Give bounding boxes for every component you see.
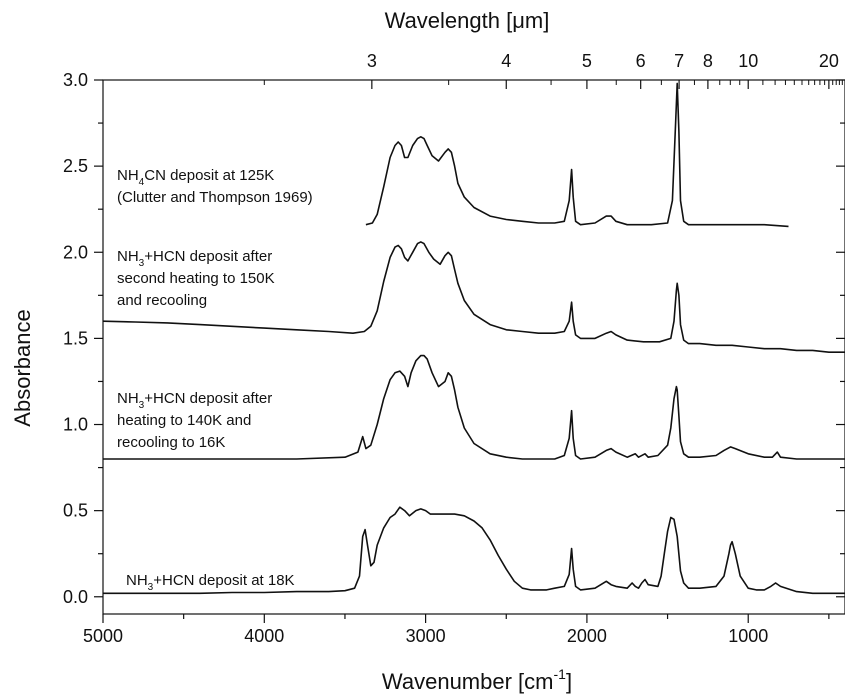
series-annotation-line: NH4CN deposit at 125K bbox=[117, 167, 274, 188]
top-axis-title-mu: μ bbox=[512, 8, 525, 33]
x-tick-label: 1000 bbox=[728, 626, 768, 646]
top-axis-title-main: Wavelength [ bbox=[385, 8, 513, 33]
x-axis-title: Wavenumber [cm-1] bbox=[382, 666, 572, 694]
top-tick-label: 5 bbox=[582, 51, 592, 71]
series-annotation-line: NH3+HCN deposit after bbox=[117, 390, 272, 411]
x-tick-label: 2000 bbox=[567, 626, 607, 646]
top-tick-label: 4 bbox=[501, 51, 511, 71]
top-tick-label: 10 bbox=[738, 51, 758, 71]
x-axis-title-main: Wavenumber [cm bbox=[382, 669, 554, 694]
top-tick-label: 3 bbox=[367, 51, 377, 71]
y-tick-label: 0.5 bbox=[63, 501, 88, 521]
top-axis-title-end: m] bbox=[525, 8, 549, 33]
plot-frame bbox=[102, 79, 845, 615]
top-tick-label: 20 bbox=[819, 51, 839, 71]
x-axis-title-end: ] bbox=[566, 669, 572, 694]
y-tick-label: 1.0 bbox=[63, 415, 88, 435]
series-annotation-line: recooling to 16K bbox=[117, 434, 225, 451]
y-tick-label: 0.0 bbox=[63, 587, 88, 607]
annotation-layer: NH4CN deposit at 125K(Clutter and Thomps… bbox=[117, 167, 313, 593]
x-tick-label: 5000 bbox=[83, 626, 123, 646]
spectrum-line-1 bbox=[365, 82, 789, 228]
top-tick-label: 7 bbox=[674, 51, 684, 71]
spectrum-line-2 bbox=[102, 241, 845, 353]
series-annotation-line: and recooling bbox=[117, 292, 207, 309]
series-annotation-line: NH3+HCN deposit at 18K bbox=[126, 572, 295, 593]
series-layer bbox=[102, 82, 845, 595]
series-annotation-line: NH3+HCN deposit after bbox=[117, 248, 272, 269]
spectrum-line-3 bbox=[103, 354, 845, 460]
y-tick-label: 2.0 bbox=[63, 242, 88, 262]
axis-layer: 5000 4000 3000 2000 1000 0.0 0.5 1.0 1.5 2.0 2.5 3.… bbox=[63, 51, 845, 646]
series-annotation-line: (Clutter and Thompson 1969) bbox=[117, 189, 313, 206]
top-tick-label: 6 bbox=[636, 51, 646, 71]
top-axis-title: Wavelength [μm] bbox=[385, 8, 550, 33]
x-axis-title-superscript: -1 bbox=[554, 666, 567, 682]
y-tick-label: 3.0 bbox=[63, 70, 88, 90]
series-annotation-line: second heating to 150K bbox=[117, 270, 275, 287]
x-tick-label: 4000 bbox=[244, 626, 284, 646]
top-tick-label: 8 bbox=[703, 51, 713, 71]
x-tick-label: 3000 bbox=[406, 626, 446, 646]
spectrum-line-4 bbox=[103, 506, 845, 595]
y-tick-label: 2.5 bbox=[63, 156, 88, 176]
y-tick-label: 1.5 bbox=[63, 328, 88, 348]
y-axis-title: Absorbance bbox=[10, 309, 35, 426]
series-annotation-line: heating to 140K and bbox=[117, 412, 251, 429]
